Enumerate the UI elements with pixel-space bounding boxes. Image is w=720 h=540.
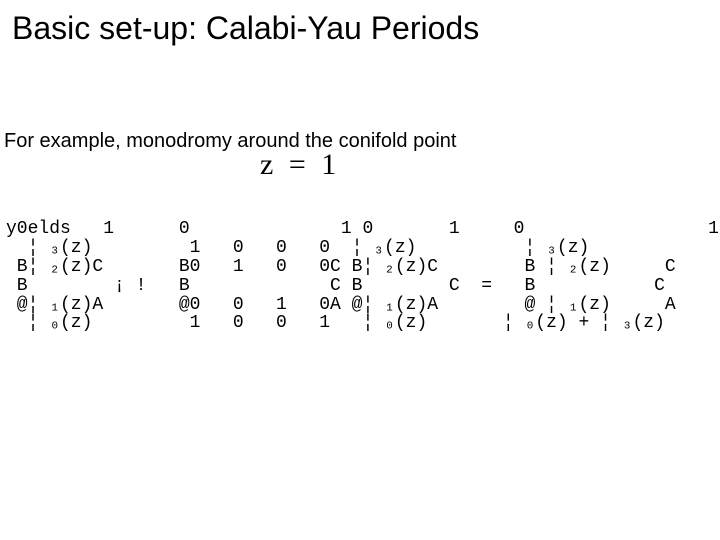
matrix-row-5: @¦ ₁(z)A @0 0 1 0A @¦ ₁(z)A @ ¦ ₁(z) A	[6, 295, 676, 315]
matrix-row-6: ¦ ₀(z) 1 0 0 1 ¦ ₀(z) ¦ ₀(z) + ¦ ₃(z)	[6, 313, 665, 333]
matrix-row-2: ¦ ₃(z) 1 0 0 0 ¦ ₃(z) ¦ ₃(z)	[6, 238, 589, 258]
slide-title: Basic set-up: Calabi-Yau Periods	[12, 10, 479, 47]
matrix-row-4: B ¡ ! B C B C = B C	[6, 276, 665, 296]
equation-text: z = 1	[260, 148, 340, 182]
slide: Basic set-up: Calabi-Yau Periods For exa…	[0, 0, 720, 540]
subtitle-text: For example, monodromy around the conifo…	[4, 130, 456, 153]
matrix-block: y0elds 1 0 1 0 1 0 1 ¦ ₃(z) 1 0 0 0 ¦ ₃(…	[6, 220, 714, 333]
matrix-row-1: y0elds 1 0 1 0 1 0 1	[6, 219, 719, 239]
matrix-row-3: B¦ ₂(z)C B0 1 0 0C B¦ ₂(z)C B ¦ ₂(z) C	[6, 257, 676, 277]
